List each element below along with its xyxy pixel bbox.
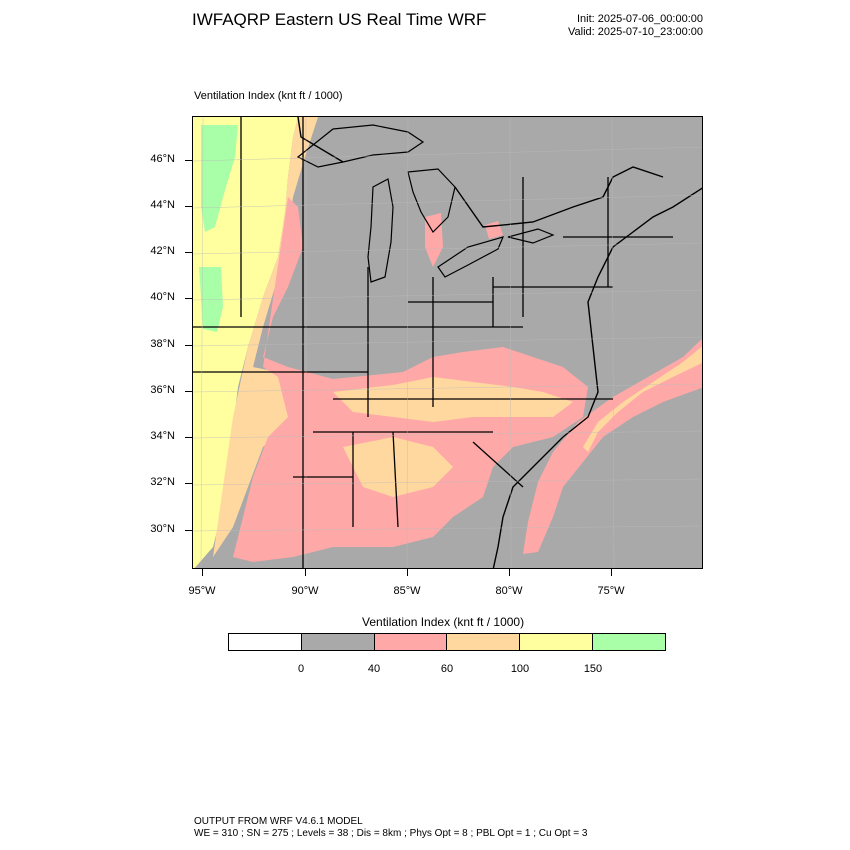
map-field-label: Ventilation Index (knt ft / 1000) — [194, 90, 343, 102]
lat-tick — [185, 391, 192, 392]
lat-label-46n: 46°N — [150, 153, 175, 165]
lat-label-42n: 42°N — [150, 245, 175, 257]
lat-tick — [185, 206, 192, 207]
lon-label-80w: 80°W — [495, 585, 523, 597]
central-pink-region — [233, 197, 588, 562]
graticule — [193, 117, 702, 568]
colorbar-swatch-above-150 — [593, 634, 665, 650]
page-title: IWFAQRP Eastern US Real Time WRF — [192, 10, 487, 29]
lon-tick — [509, 569, 510, 576]
great-lakes — [296, 124, 555, 283]
colorbar-swatch-60-100 — [447, 634, 521, 650]
lat-label-34n: 34°N — [150, 430, 175, 442]
colorbar — [228, 633, 666, 651]
lon-label-95w: 95°W — [188, 585, 216, 597]
lat-tick — [185, 160, 192, 161]
lat-tick — [185, 483, 192, 484]
lat-tick — [185, 437, 192, 438]
lat-label-30n: 30°N — [150, 523, 175, 535]
lat-tick — [185, 252, 192, 253]
colorbar-swatch-100-150 — [520, 634, 594, 650]
lat-label-36n: 36°N — [150, 384, 175, 396]
lat-tick — [185, 530, 192, 531]
colorbar-swatch-0-40 — [301, 634, 375, 650]
lake-ontario — [507, 228, 555, 244]
lon-label-75w: 75°W — [597, 585, 625, 597]
colorbar-swatch-below-0 — [229, 634, 302, 650]
canada-border — [297, 117, 664, 228]
atlantic-pink-region — [523, 338, 702, 554]
colorbar-swatch-40-60 — [374, 634, 448, 650]
east-coastline — [492, 187, 702, 568]
colorbar-tick-100: 100 — [510, 663, 530, 675]
lat-label-38n: 38°N — [150, 338, 175, 350]
lake-erie — [437, 236, 505, 278]
lat-tick — [185, 298, 192, 299]
colorbar-title: Ventilation Index (knt ft / 1000) — [362, 615, 525, 629]
lon-tick — [611, 569, 612, 576]
west-orange-region — [213, 117, 393, 557]
atlantic-orange-region — [583, 346, 702, 452]
colorbar-tick-0: 0 — [297, 663, 305, 675]
lake-michigan — [367, 178, 394, 283]
lake-huron — [407, 168, 456, 233]
lon-label-90w: 90°W — [291, 585, 319, 597]
lake-superior — [296, 124, 425, 168]
model-config-line: WE = 310 ; SN = 275 ; Levels = 38 ; Dis … — [194, 828, 588, 839]
valid-time: Valid: 2025-07-10_23:00:00 — [568, 26, 703, 38]
init-valid-block: Init: 2025-07-06_00:00:00 Valid: 2025-07… — [568, 13, 703, 39]
lat-label-44n: 44°N — [150, 199, 175, 211]
model-version-line: OUTPUT FROM WRF V4.6.1 MODEL — [194, 816, 363, 827]
lon-tick — [407, 569, 408, 576]
state-borders — [193, 117, 673, 568]
init-time: Init: 2025-07-06_00:00:00 — [577, 13, 703, 25]
colorbar-tick-150: 150 — [583, 663, 603, 675]
model-info-footer: OUTPUT FROM WRF V4.6.1 MODEL WE = 310 ; … — [194, 816, 587, 840]
north-green-region — [201, 125, 238, 232]
ventilation-index-map — [193, 117, 702, 568]
lat-tick — [185, 345, 192, 346]
gulf-orange-region — [343, 437, 453, 497]
lon-label-85w: 85°W — [393, 585, 421, 597]
lat-label-32n: 32°N — [150, 476, 175, 488]
lat-label-40n: 40°N — [150, 291, 175, 303]
lon-tick — [305, 569, 306, 576]
colorbar-tick-40: 40 — [367, 663, 381, 675]
lon-tick — [202, 569, 203, 576]
colorbar-tick-60: 60 — [440, 663, 454, 675]
map-panel — [192, 116, 703, 569]
west-yellow-region — [193, 117, 298, 568]
